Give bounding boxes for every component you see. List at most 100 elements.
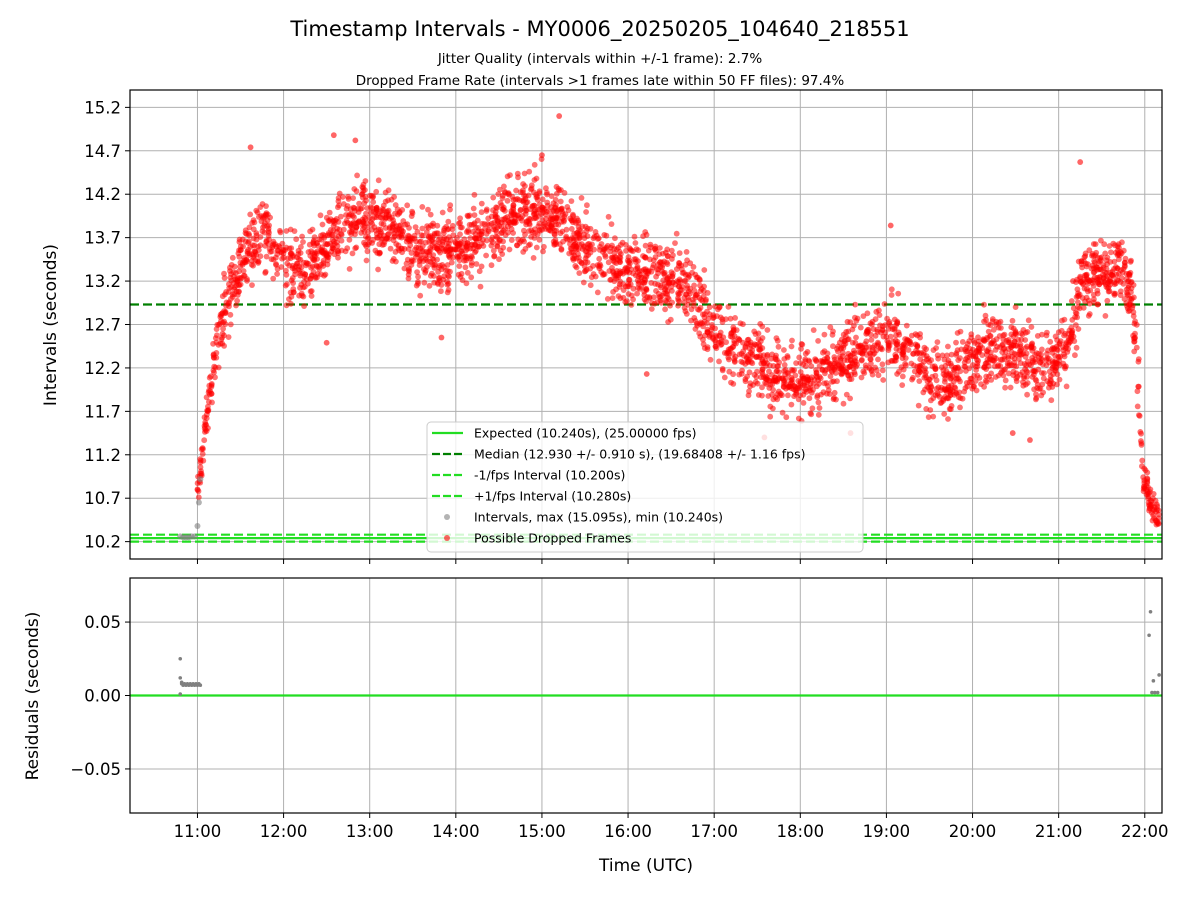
dropped-frame-point — [832, 359, 839, 366]
dropped-frame-point — [879, 346, 885, 353]
dropped-frame-point — [266, 229, 272, 236]
dropped-frame-point — [555, 206, 562, 213]
dropped-frame-point — [845, 336, 852, 342]
dropped-frame-point — [352, 245, 359, 252]
dropped-frame-point — [1141, 465, 1148, 472]
dropped-frame-point — [1075, 326, 1082, 332]
dropped-frame-point — [839, 370, 846, 377]
dropped-frame-point — [1104, 297, 1111, 304]
dropped-frame-point — [759, 384, 765, 391]
dropped-frame-point — [470, 205, 477, 212]
dropped-frame-point — [650, 262, 657, 268]
dropped-frame-point — [212, 374, 218, 381]
dropped-frame-point — [745, 336, 752, 343]
dropped-frame-point — [521, 238, 527, 245]
dropped-frame-point — [807, 376, 814, 383]
dropped-frame-point — [464, 240, 471, 247]
y-tick-label: 10.7 — [84, 489, 121, 508]
dropped-frame-point — [359, 205, 365, 212]
dropped-frame-point — [803, 388, 810, 395]
dropped-frame-point — [975, 334, 981, 341]
dropped-frame-point — [1007, 384, 1014, 391]
dropped-frame-point — [424, 223, 430, 230]
dropped-frame-point — [309, 255, 316, 262]
dropped-frame-point — [438, 288, 444, 295]
dropped-frame-point — [1013, 378, 1020, 385]
x-tick-label: 16:00 — [604, 822, 652, 841]
dropped-frame-point — [648, 306, 655, 312]
dropped-frame-point — [859, 344, 866, 351]
dropped-frame-point — [630, 285, 637, 292]
dropped-frame-point — [821, 348, 828, 354]
dropped-frame-point — [605, 259, 612, 266]
dropped-frame-point — [552, 196, 559, 203]
dropped-frame-point — [430, 256, 437, 263]
dropped-frame-point — [646, 294, 653, 301]
dropped-frame-point — [413, 238, 420, 245]
dropped-frame-point — [563, 233, 570, 240]
dropped-frame-point — [957, 355, 963, 361]
dropped-frame-point — [210, 354, 217, 361]
dropped-frame-point — [390, 256, 397, 262]
dropped-frame-point — [742, 376, 749, 383]
dropped-frame-point — [971, 338, 977, 344]
dropped-frame-point — [765, 393, 772, 399]
dropped-frame-point — [1101, 241, 1108, 248]
dropped-frame-point — [551, 231, 558, 238]
dropped-frame-point — [962, 385, 969, 391]
dropped-frame-point — [1130, 282, 1137, 288]
dropped-frame-point — [299, 233, 305, 240]
dropped-frame-point — [566, 250, 573, 257]
dropped-frame-point — [1068, 298, 1075, 304]
dropped-frame-point — [990, 326, 997, 333]
dropped-frame-point — [398, 232, 405, 239]
dropped-frame-point — [947, 375, 954, 382]
dropped-frame-point — [222, 291, 228, 298]
dropped-frame-point — [929, 363, 936, 370]
dropped-frame-point — [1045, 355, 1052, 362]
dropped-frame-point — [676, 250, 683, 256]
jitter-quality-subtitle: Jitter Quality (intervals within +/-1 fr… — [437, 51, 763, 67]
dropped-frame-point — [494, 234, 501, 241]
dropped-frame-point — [603, 232, 610, 239]
dropped-frame-point — [594, 289, 601, 296]
dropped-frame-point — [375, 226, 382, 233]
dropped-frame-point — [675, 283, 682, 290]
dropped-frame-point — [1141, 483, 1147, 490]
dropped-frame-point — [493, 204, 499, 211]
dropped-frame-point — [691, 315, 698, 321]
dropped-frame-point — [287, 255, 294, 262]
dropped-frame-point — [873, 367, 880, 374]
dropped-frame-point — [536, 190, 543, 197]
dropped-frame-point — [483, 206, 490, 213]
dropped-frame-point — [700, 293, 707, 300]
dropped-frame-point — [981, 301, 987, 308]
dropped-frame-point — [210, 340, 217, 347]
dropped-frame-point — [251, 248, 258, 255]
dropped-frame-point — [500, 204, 507, 211]
dropped-frame-point — [553, 183, 560, 190]
dropped-frame-point — [324, 241, 330, 248]
dropped-frame-point — [280, 250, 287, 257]
dropped-frame-point — [859, 350, 865, 357]
dropped-frame-point — [858, 357, 865, 364]
dropped-frame-point — [494, 243, 500, 249]
dropped-frame-point — [655, 266, 662, 273]
dropped-frame-point — [732, 315, 738, 321]
dropped-frame-point — [881, 301, 888, 307]
bottom-scatter-points — [178, 609, 1161, 696]
dropped-frame-point — [868, 366, 875, 373]
dropped-frame-point — [1071, 338, 1078, 344]
dropped-frame-point — [1144, 469, 1151, 476]
dropped-frame-point — [495, 191, 502, 198]
dropped-frame-point — [909, 332, 915, 339]
dropped-frame-point — [558, 246, 565, 252]
dropped-frame-point — [589, 241, 595, 248]
dropped-frame-point — [322, 271, 329, 278]
dropped-frame-point — [244, 258, 251, 265]
dropped-frame-point — [447, 202, 454, 209]
dropped-frame-point — [377, 250, 383, 256]
dropped-frame-point — [1094, 287, 1101, 294]
dropped-frame-point — [877, 322, 883, 329]
dropped-frame-point — [1051, 345, 1058, 352]
